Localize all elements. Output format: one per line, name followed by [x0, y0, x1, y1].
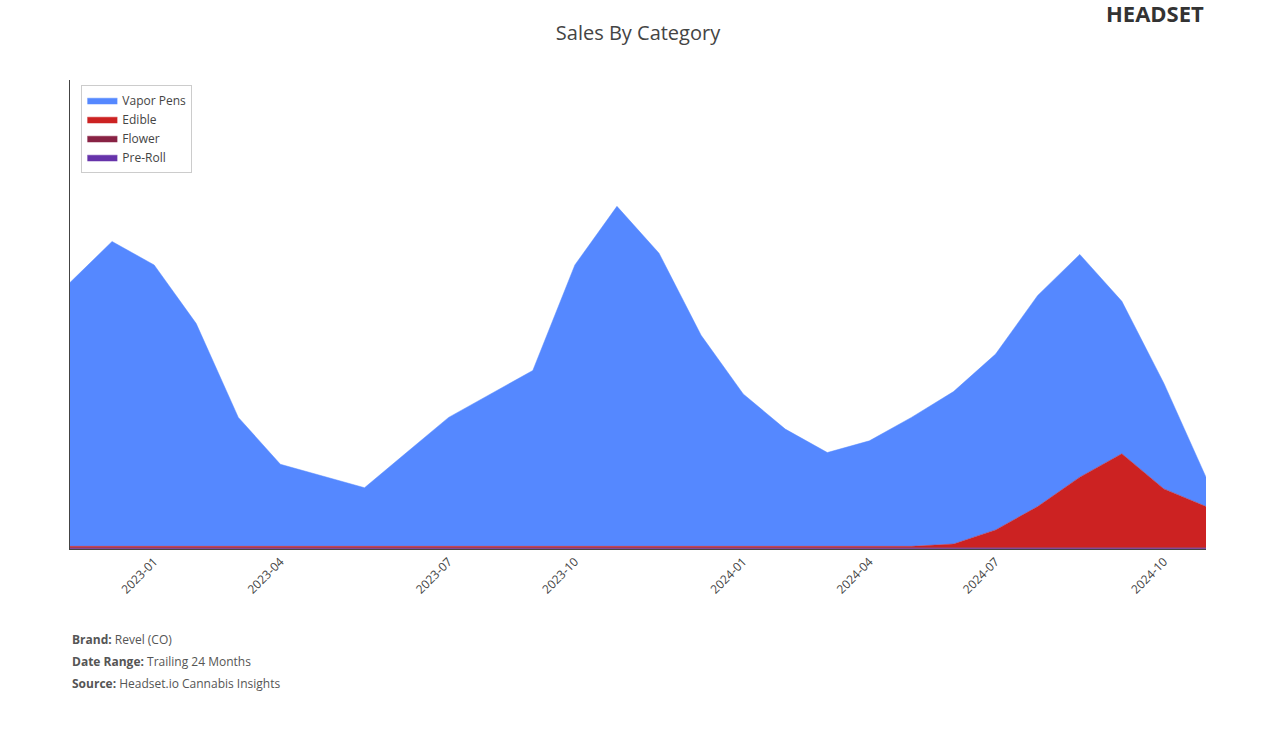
svg-text:Date Range: Trailing 24 Months: Date Range: Trailing 24 Months [72, 653, 251, 670]
svg-text:Vapor Pens: Vapor Pens [122, 92, 186, 109]
svg-text:2023-04: 2023-04 [244, 553, 288, 597]
svg-text:HEADSET: HEADSET [1106, 0, 1204, 28]
svg-text:2023-07: 2023-07 [412, 553, 456, 597]
svg-text:Source: Headset.io Cannabis In: Source: Headset.io Cannabis Insights [72, 675, 280, 692]
svg-text:Brand: Revel (CO): Brand: Revel (CO) [72, 631, 172, 648]
svg-text:2024-01: 2024-01 [706, 553, 750, 597]
svg-text:2024-10: 2024-10 [1127, 553, 1171, 597]
svg-text:2024-07: 2024-07 [959, 553, 1003, 597]
svg-text:2023-10: 2023-10 [538, 553, 582, 597]
svg-text:Flower: Flower [122, 130, 159, 147]
svg-text:2024-04: 2024-04 [833, 553, 877, 597]
svg-text:Sales By Category: Sales By Category [556, 19, 721, 46]
svg-text:2023-01: 2023-01 [117, 553, 161, 597]
svg-text:Pre-Roll: Pre-Roll [122, 149, 165, 166]
svg-text:Edible: Edible [122, 111, 156, 128]
